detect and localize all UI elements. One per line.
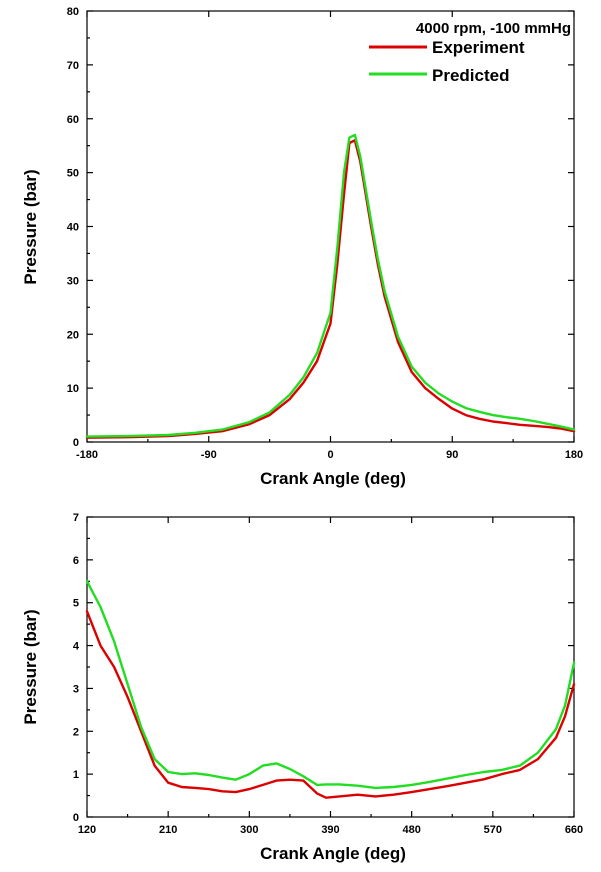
y-axis-title: Pressure (bar) [21, 609, 40, 724]
x-tick-label: 180 [565, 449, 583, 461]
y-tick-label: 3 [73, 683, 79, 695]
series-line-predicted [85, 580, 576, 790]
x-tick-label: 570 [484, 824, 502, 836]
top-axis-ticks: -180 -90 0 90 180 0 10 20 30 40 50 60 70 80 [67, 6, 583, 461]
y-tick-label: 60 [67, 114, 79, 126]
bottom-series-group [85, 580, 576, 799]
legend-title: 4000 rpm, -100 mmHg [416, 20, 571, 37]
y-tick-label: 70 [67, 60, 79, 72]
y-axis-title: Pressure (bar) [21, 169, 40, 284]
x-tick-label: -90 [201, 449, 217, 461]
x-tick-label: 0 [327, 449, 333, 461]
x-tick-label: 660 [565, 824, 583, 836]
y-tick-label: 7 [73, 512, 79, 524]
y-tick-label: 10 [67, 383, 79, 395]
x-tick-label: 390 [321, 824, 339, 836]
top-series-group [85, 133, 576, 439]
legend: 4000 rpm, -100 mmHg Experiment Predicted [369, 20, 571, 85]
y-tick-label: 6 [73, 555, 79, 567]
y-tick-label: 5 [73, 598, 79, 610]
bottom-axis-ticks: 120 210 300 390 480 570 660 0 1 2 3 4 5 6 7 [73, 512, 583, 836]
x-tick-label: 210 [159, 824, 177, 836]
series-line-experiment [85, 610, 576, 799]
x-tick-label: -180 [76, 449, 98, 461]
y-tick-label: 0 [73, 812, 79, 824]
y-tick-label: 0 [73, 437, 79, 449]
y-tick-label: 20 [67, 329, 79, 341]
y-tick-label: 30 [67, 275, 79, 287]
y-tick-label: 40 [67, 222, 79, 234]
x-tick-label: 300 [240, 824, 258, 836]
y-tick-label: 50 [67, 168, 79, 180]
series-line-experiment [85, 139, 576, 439]
x-tick-label: 90 [446, 449, 458, 461]
legend-label-experiment: Experiment [432, 38, 525, 57]
x-tick-label: 480 [402, 824, 420, 836]
y-tick-label: 1 [73, 769, 79, 781]
x-axis-title: Crank Angle (deg) [260, 844, 406, 863]
legend-label-predicted: Predicted [432, 66, 509, 85]
chart-top: -180 -90 0 90 180 0 10 20 30 40 50 60 70 80 Crank Ang… [21, 6, 583, 488]
y-tick-label: 80 [67, 6, 79, 18]
x-axis-title: Crank Angle (deg) [260, 469, 406, 488]
chart-bottom: 120 210 300 390 480 570 660 0 1 2 3 4 5 6 7 Crank Angl… [21, 512, 583, 863]
series-line-predicted [85, 133, 576, 438]
y-tick-label: 4 [73, 641, 80, 653]
y-tick-label: 2 [73, 726, 79, 738]
x-tick-label: 120 [78, 824, 96, 836]
